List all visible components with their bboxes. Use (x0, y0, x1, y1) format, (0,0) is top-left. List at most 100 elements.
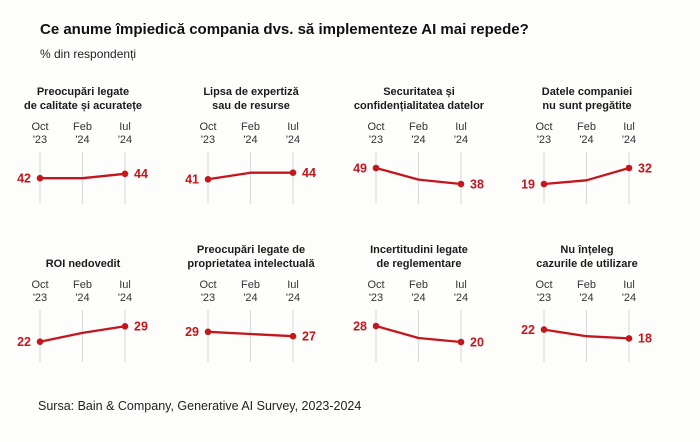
data-point (204, 176, 212, 183)
end-value-label: 32 (638, 161, 652, 175)
panel-title: Lipsa de expertiză sau de resurse (166, 84, 336, 114)
panel-title-line: de calitate și acuratețe (23, 100, 142, 113)
panel-title: Preocupări legate de calitate și acurate… (0, 84, 168, 114)
panel-title-line: Lipsa de expertiză (203, 86, 299, 99)
source-note: Sursa: Bain & Company, Generative AI Sur… (38, 399, 362, 413)
data-point (457, 180, 465, 188)
panel-title-line: Nu înțeleg (560, 244, 614, 257)
trend-line (38, 172, 127, 180)
panel-title-line: Datele companiei (541, 86, 633, 99)
start-value-label: 19 (521, 177, 535, 191)
sparkline-chart: 42 44 (17, 152, 148, 204)
data-point (121, 170, 129, 178)
panel-title-line: ROI nedovedit (45, 258, 121, 271)
sparkline-panel: Nu înțeleg cazurile de utilizare Oct '23 F… (514, 242, 682, 364)
x-tick-label: Oct '23 (367, 279, 385, 305)
x-tick-label: Iul '24 (285, 279, 301, 305)
start-value-label: 28 (353, 319, 367, 333)
panel-title: ROI nedovedit (0, 242, 168, 272)
panel-title: Nu înțeleg cazurile de utilizare (502, 242, 672, 272)
start-value-label: 29 (185, 325, 199, 339)
x-tick-label: Feb '24 (73, 121, 92, 147)
data-point (289, 169, 297, 176)
sparkline-chart: 49 38 (353, 152, 484, 204)
panel-title-line: proprietatea intelectuală (187, 258, 315, 271)
panel-title: Preocupări legate de proprietatea intele… (166, 242, 336, 272)
data-point (540, 180, 548, 188)
start-value-label: 22 (521, 323, 535, 337)
x-axis-labels: Oct '23 Feb '24 Iul '24 (178, 120, 346, 150)
end-value-label: 29 (134, 320, 148, 334)
data-point (540, 326, 548, 333)
panel-title: Securitatea și confidențialitatea datelo… (334, 84, 504, 114)
data-point (204, 328, 212, 336)
data-point (457, 338, 465, 346)
x-tick-label: Feb '24 (577, 121, 596, 147)
x-tick-label: Oct '23 (31, 121, 49, 147)
x-axis-labels: Oct '23 Feb '24 Iul '24 (514, 278, 682, 308)
trend-line (374, 324, 463, 344)
sparkline-chart: 22 29 (17, 310, 148, 362)
trend-line (206, 171, 295, 181)
start-value-label: 22 (17, 335, 31, 349)
start-value-label: 42 (17, 172, 31, 186)
x-tick-label: Feb '24 (409, 121, 428, 147)
x-tick-label: Iul '24 (621, 121, 637, 147)
sparkline-panel: Lipsa de expertiză sau de resurse Oct '23… (178, 84, 346, 206)
chart-header: Ce anume împiedică compania dvs. să impl… (40, 21, 529, 61)
x-tick-label: Iul '24 (453, 279, 469, 305)
end-value-label: 27 (302, 330, 316, 344)
end-value-label: 18 (638, 332, 652, 346)
x-tick-label: Feb '24 (577, 279, 596, 305)
x-tick-label: Iul '24 (621, 279, 637, 305)
x-tick-label: Oct '23 (199, 121, 217, 147)
panel-title: Incertitudini legate de reglementare (334, 242, 504, 272)
data-point (372, 164, 380, 172)
x-axis-labels: Oct '23 Feb '24 Iul '24 (10, 278, 178, 308)
trend-line (542, 328, 631, 340)
x-axis-labels: Oct '23 Feb '24 Iul '24 (346, 120, 514, 150)
sparkline-panel: Preocupări legate de proprietatea intele… (178, 242, 346, 364)
x-tick-label: Iul '24 (117, 279, 133, 305)
panel-title: Datele companiei nu sunt pregătite (502, 84, 672, 114)
end-value-label: 44 (302, 166, 316, 180)
x-tick-label: Feb '24 (241, 279, 260, 305)
start-value-label: 49 (353, 161, 367, 175)
panel-title-line: Incertitudini legate (370, 244, 468, 257)
trend-line (206, 330, 295, 338)
data-point (289, 332, 297, 340)
data-point (372, 322, 380, 330)
x-axis-labels: Oct '23 Feb '24 Iul '24 (514, 120, 682, 150)
x-tick-label: Oct '23 (367, 121, 385, 147)
x-tick-label: Feb '24 (409, 279, 428, 305)
x-tick-label: Feb '24 (73, 279, 92, 305)
sparkline-chart: 22 18 (521, 310, 652, 362)
x-tick-label: Iul '24 (117, 121, 133, 147)
trend-line (38, 325, 127, 343)
panel-title-line: Preocupări legate de (196, 244, 306, 257)
data-point (625, 164, 633, 172)
x-tick-label: Iul '24 (285, 121, 301, 147)
x-axis-labels: Oct '23 Feb '24 Iul '24 (10, 120, 178, 150)
sparkline-panel: Preocupări legate de calitate și acurate… (10, 84, 178, 206)
panel-title-line: nu sunt pregătite (542, 100, 632, 113)
x-tick-label: Oct '23 (535, 279, 553, 305)
sparkline-panel: Incertitudini legate de reglementare Oct… (346, 242, 514, 364)
x-axis-labels: Oct '23 Feb '24 Iul '24 (178, 278, 346, 308)
end-value-label: 20 (470, 335, 484, 349)
panel-title-line: Securitatea și (383, 86, 455, 99)
sparkline-panel: ROI nedovedit Oct '23 Feb '24 Iul '24 22 29 (10, 242, 178, 364)
sparkline-panel: Datele companiei nu sunt pregătite Oct '2… (514, 84, 682, 206)
sparkline-grid: Preocupări legate de calitate și acurate… (10, 84, 682, 364)
sparkline-panel: Securitatea și confidențialitatea datelo… (346, 84, 514, 206)
x-tick-label: Oct '23 (199, 279, 217, 305)
x-tick-label: Feb '24 (241, 121, 260, 147)
x-tick-label: Iul '24 (453, 121, 469, 147)
trend-line (542, 166, 631, 186)
sparkline-chart: 41 44 (185, 152, 316, 204)
chart-subtitle: % din respondenți (40, 47, 137, 61)
data-point (121, 323, 129, 330)
sparkline-chart: 29 27 (185, 310, 316, 362)
x-tick-label: Oct '23 (31, 279, 49, 305)
